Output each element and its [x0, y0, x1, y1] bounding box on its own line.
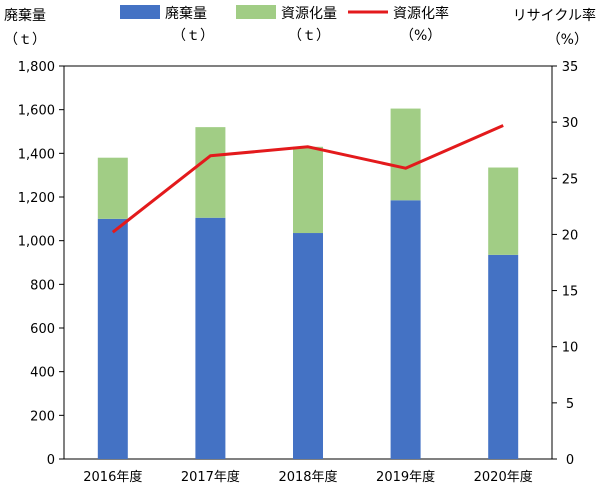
left-axis-title: 廃棄量 （ｔ）: [4, 7, 46, 48]
right-tick-label: 15: [562, 285, 579, 300]
right-tick-label: 10: [562, 341, 579, 356]
right-axis-ticks: 0 5 10 15 20 25 30 35: [552, 60, 578, 468]
legend-label: 廃棄量: [165, 5, 207, 22]
bar-shigenkaryo: [97, 157, 128, 219]
legend: 廃棄量 （ｔ） 資源化量 （ｔ） 資源化率 （%）: [120, 5, 449, 44]
right-tick-label: 0: [566, 453, 574, 468]
left-axis-ticks: 0 200 400 600 800 1,000 1,200 1,400 1,600 1,800: [18, 60, 64, 468]
bar-haikiryo: [195, 217, 226, 459]
legend-label: 資源化率: [393, 5, 449, 22]
left-tick-label: 0: [47, 453, 55, 468]
bar-shigenkaryo: [390, 108, 421, 201]
bar-shigenkaryo: [195, 127, 226, 218]
right-tick-label: 30: [562, 116, 579, 131]
x-tick-label: 2019年度: [376, 469, 435, 485]
bars: [97, 108, 519, 459]
bar-haikiryo: [390, 200, 421, 459]
x-tick-label: 2020年度: [474, 469, 533, 485]
left-tick-label: 1,400: [18, 147, 55, 162]
legend-label: 資源化量: [281, 6, 337, 22]
bar-shigenkaryo: [488, 167, 519, 255]
right-axis-unit: （%）: [547, 32, 588, 48]
legend-unit: （%）: [400, 28, 441, 44]
bar-haikiryo: [97, 218, 128, 459]
left-axis-unit: （ｔ）: [4, 32, 46, 48]
right-axis-title: リサイクル率 （%）: [513, 7, 596, 48]
left-tick-label: 200: [30, 409, 55, 424]
left-tick-label: 1,600: [18, 104, 55, 119]
left-tick-label: 600: [30, 322, 55, 337]
x-tick-label: 2017年度: [181, 469, 240, 485]
x-axis-ticks: 2016年度 2017年度 2018年度 2019年度 2020年度: [83, 469, 532, 485]
left-tick-label: 400: [30, 366, 55, 381]
bar-shigenkaryo: [293, 146, 323, 234]
rate-line: [111, 124, 504, 234]
right-tick-label: 35: [562, 60, 579, 75]
left-tick-label: 1,800: [18, 60, 55, 75]
left-tick-label: 1,200: [18, 191, 55, 206]
legend-unit: （ｔ）: [172, 28, 214, 44]
bar-haikiryo: [293, 233, 323, 459]
right-tick-label: 20: [562, 228, 579, 243]
x-tick-label: 2016年度: [83, 469, 142, 485]
right-tick-label: 5: [566, 397, 574, 412]
legend-unit: （ｔ）: [288, 28, 330, 44]
left-tick-label: 800: [30, 278, 55, 293]
legend-swatch: [236, 5, 276, 19]
x-tick-label: 2018年度: [278, 469, 337, 485]
bar-haikiryo: [488, 254, 519, 459]
left-tick-label: 1,000: [18, 235, 55, 250]
left-axis-title-label: 廃棄量: [4, 7, 46, 24]
right-tick-label: 25: [562, 172, 579, 187]
right-axis-title-label: リサイクル率: [513, 7, 596, 24]
legend-swatch: [120, 5, 160, 19]
